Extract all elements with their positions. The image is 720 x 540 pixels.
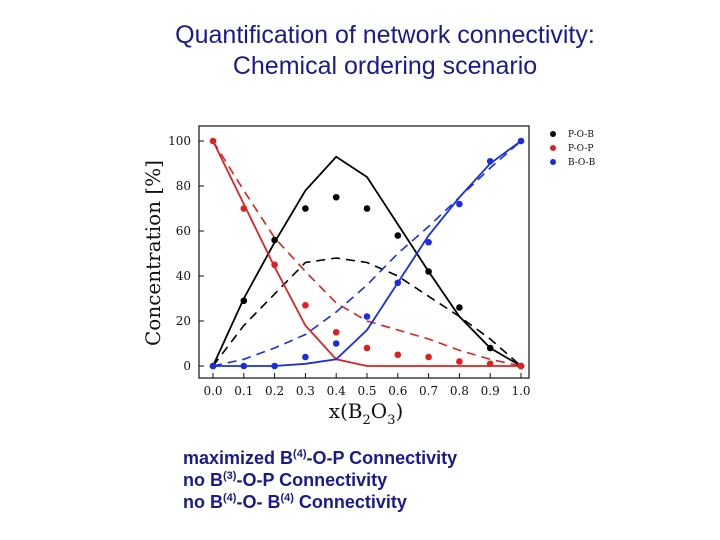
x-tick-label: 0.7 xyxy=(419,384,438,398)
point-b-o-b xyxy=(456,200,463,208)
slide-title: Quantification of network connectivity: … xyxy=(0,20,720,82)
note-line-1: maximized B(4)-O-P Connectivity xyxy=(183,447,457,469)
point-b-o-b xyxy=(332,340,340,347)
point-p-o-p xyxy=(209,137,217,145)
point-b-o-b xyxy=(486,157,494,165)
legend-label: P-O-B xyxy=(568,130,594,140)
x-tick-label: 0.9 xyxy=(481,384,500,398)
line-dashed-p-o-p xyxy=(212,140,522,367)
y-tick-label: 60 xyxy=(176,224,191,238)
point-p-o-p xyxy=(456,358,463,365)
line-solid-p-o-b xyxy=(212,155,522,367)
point-p-o-b xyxy=(302,205,309,212)
y-tick-label: 100 xyxy=(168,134,191,148)
series-points xyxy=(209,137,525,370)
title-line-2: Chemical ordering scenario xyxy=(232,52,538,80)
point-b-o-b xyxy=(517,137,525,145)
line-dashed-p-o-b xyxy=(212,257,522,367)
line-dashed-b-o-b xyxy=(212,140,522,367)
plot-border xyxy=(198,125,530,379)
point-p-o-p xyxy=(486,360,494,368)
axis-ticks: 0.0 0.1 0.2 0.3 0.4 0.5 0.6 0.7 0.8 0.9 1.0 0 20 40 60… xyxy=(168,134,530,398)
x-tick-label: 0.0 xyxy=(203,384,222,398)
note-2-sup: (3) xyxy=(223,470,237,482)
series-lines xyxy=(212,140,522,367)
note-2-post: -O-P Connectivity xyxy=(236,470,388,490)
point-b-o-b xyxy=(271,362,278,370)
legend-label: B-O-B xyxy=(568,158,596,168)
x-tick-label: 0.1 xyxy=(234,384,253,398)
point-b-o-b xyxy=(240,362,248,370)
point-p-o-b xyxy=(240,297,248,305)
x-tick-label: 0.8 xyxy=(450,384,469,398)
point-p-o-b xyxy=(425,268,432,275)
line-solid-b-o-b xyxy=(213,140,522,367)
x-axis-label-sub2: 3 xyxy=(387,413,395,428)
x-axis-label-end: ) xyxy=(395,399,403,423)
x-tick-label: 0.3 xyxy=(296,384,315,398)
point-p-o-p xyxy=(394,351,402,359)
note-1-sup: (4) xyxy=(293,448,307,460)
y-tick-label: 20 xyxy=(176,314,191,328)
note-3-pre: no B xyxy=(183,492,223,512)
point-p-o-p xyxy=(425,353,432,361)
x-tick-label: 0.5 xyxy=(357,384,376,398)
title-line-1: Quantification of network connectivity: xyxy=(175,21,595,49)
x-axis-label-sub1: 2 xyxy=(363,413,371,428)
note-3-sup2: (4) xyxy=(280,492,294,504)
point-b-o-b xyxy=(209,362,217,370)
x-axis-label-main: x(B xyxy=(329,399,363,423)
x-axis-label-mid: O xyxy=(371,399,387,423)
legend: P-O-B P-O-P B-O-B xyxy=(550,130,596,168)
x-tick-label: 0.6 xyxy=(388,384,407,398)
point-p-o-p xyxy=(302,301,309,309)
note-1-pre: maximized B xyxy=(183,448,294,468)
point-p-o-p xyxy=(332,328,340,336)
legend-marker xyxy=(550,131,556,137)
point-p-o-b xyxy=(394,232,402,239)
note-line-3: no B(4)-O- B(4) Connectivity xyxy=(183,491,457,513)
note-3-mid: -O- B xyxy=(236,492,281,512)
y-tick-label: 40 xyxy=(176,269,191,283)
point-b-o-b xyxy=(394,279,402,287)
note-1-post: -O-P Connectivity xyxy=(306,448,458,468)
point-p-o-p xyxy=(517,362,525,370)
point-p-o-b xyxy=(363,205,371,212)
y-axis-label: Concentration [%] xyxy=(141,160,165,346)
x-tick-label: 0.2 xyxy=(265,384,284,398)
plot-frame xyxy=(198,125,530,379)
point-p-o-p xyxy=(363,344,371,352)
x-tick-label: 1.0 xyxy=(511,384,530,398)
point-p-o-p xyxy=(240,205,248,212)
note-2-pre: no B xyxy=(183,470,223,490)
point-b-o-b xyxy=(425,238,432,246)
point-p-o-b xyxy=(486,344,494,352)
point-p-o-p xyxy=(271,261,278,269)
point-b-o-b xyxy=(302,353,309,361)
line-solid-p-o-p xyxy=(212,140,521,367)
legend-label: P-O-P xyxy=(568,144,593,154)
y-tick-label: 80 xyxy=(176,179,191,193)
legend-marker xyxy=(550,145,556,151)
point-p-o-b xyxy=(271,236,278,244)
point-p-o-b xyxy=(456,304,463,311)
note-line-2: no B(3)-O-P Connectivity xyxy=(183,469,457,491)
y-tick-label: 0 xyxy=(183,359,191,373)
connectivity-notes: maximized B(4)-O-P Connectivity no B(3)-… xyxy=(183,447,457,513)
legend-marker xyxy=(550,159,556,165)
note-3-sup1: (4) xyxy=(223,492,237,504)
x-axis-label: x(B2O3) xyxy=(329,399,404,428)
point-p-o-b xyxy=(332,193,340,201)
note-3-post: Connectivity xyxy=(293,492,407,512)
x-tick-label: 0.4 xyxy=(327,384,346,398)
point-b-o-b xyxy=(363,313,371,320)
